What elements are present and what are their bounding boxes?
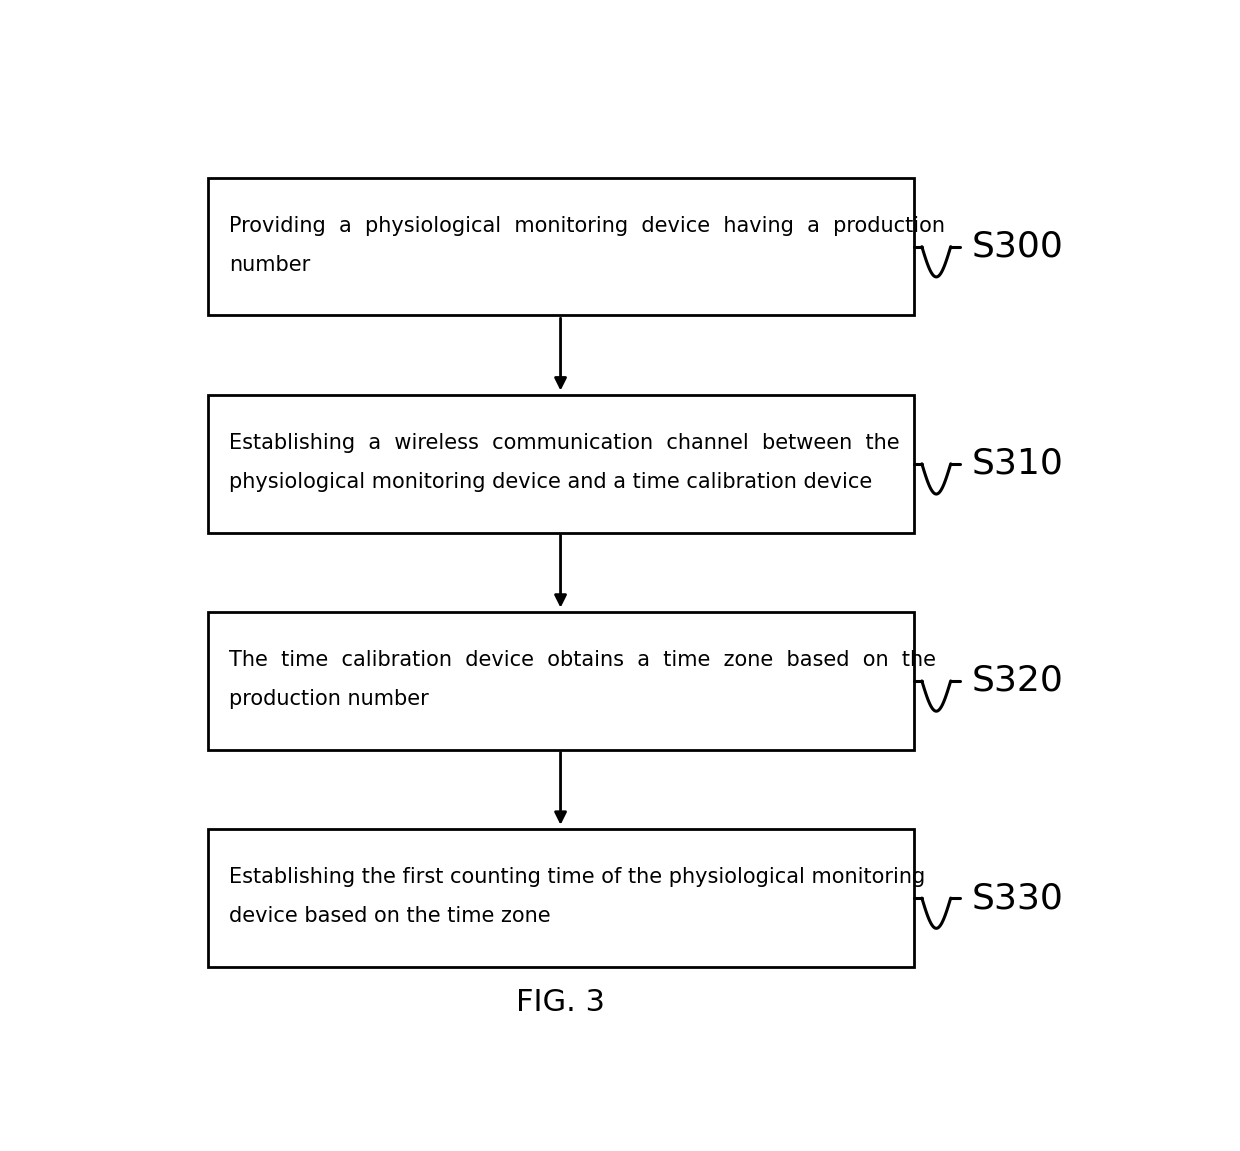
FancyBboxPatch shape: [208, 830, 914, 967]
Text: Establishing the first counting time of the physiological monitoring: Establishing the first counting time of …: [229, 868, 925, 887]
Text: S320: S320: [972, 664, 1064, 698]
Text: physiological monitoring device and a time calibration device: physiological monitoring device and a ti…: [229, 472, 872, 491]
FancyBboxPatch shape: [208, 178, 914, 315]
Text: production number: production number: [229, 688, 429, 709]
Text: S300: S300: [972, 230, 1064, 264]
Text: FIG. 3: FIG. 3: [516, 988, 605, 1016]
Text: Establishing  a  wireless  communication  channel  between  the: Establishing a wireless communication ch…: [229, 433, 900, 453]
Text: device based on the time zone: device based on the time zone: [229, 906, 551, 925]
Text: S310: S310: [972, 447, 1064, 481]
FancyBboxPatch shape: [208, 612, 914, 749]
Text: S330: S330: [972, 882, 1064, 915]
Text: The  time  calibration  device  obtains  a  time  zone  based  on  the: The time calibration device obtains a ti…: [229, 650, 936, 670]
Text: number: number: [229, 254, 310, 275]
FancyBboxPatch shape: [208, 395, 914, 533]
Text: Providing  a  physiological  monitoring  device  having  a  production: Providing a physiological monitoring dev…: [229, 216, 945, 236]
